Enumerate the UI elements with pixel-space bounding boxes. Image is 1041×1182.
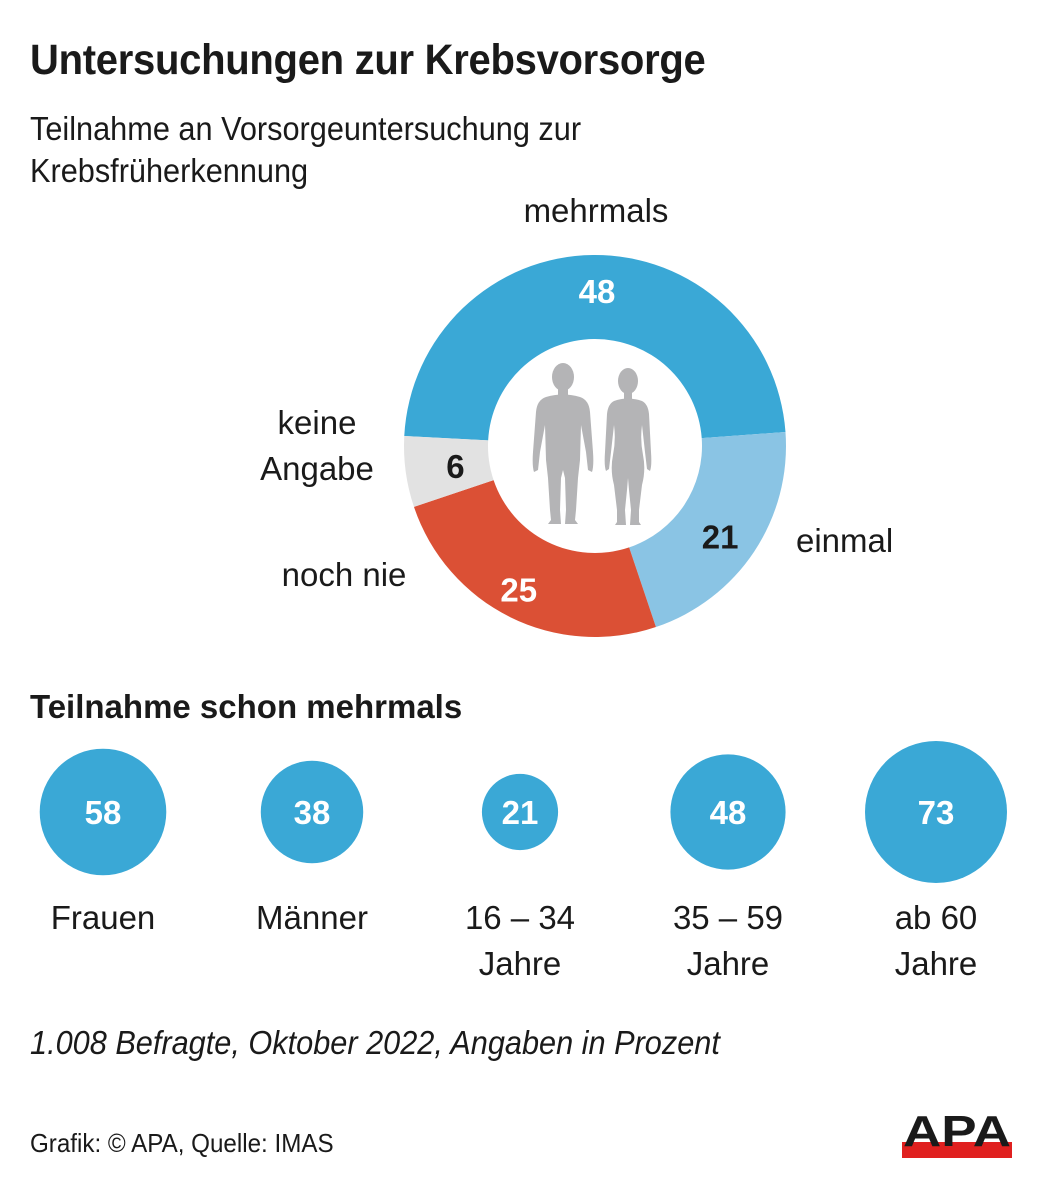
bubble-5 (865, 741, 1007, 883)
bubble-category-label: Männer (256, 899, 368, 936)
bubble-category-labels: Frauen Männer 16 – 34 Jahre 35 – 59 Jahre ab 6… (51, 899, 978, 982)
bubble-value-label: 58 (85, 794, 122, 831)
bubble-category-label: Jahre (479, 945, 562, 982)
donut-chart: 48 21 25 6 mehrmals einmal noch nie keine A… (260, 192, 893, 637)
source-credit: Grafik: © APA, Quelle: IMAS (30, 1128, 334, 1158)
donut-label-noch-nie: noch nie (282, 556, 407, 593)
donut-label-keine-angabe-line1: keine (278, 404, 357, 441)
apa-logo-bar (902, 1142, 1012, 1158)
donut-value-label: 25 (500, 571, 537, 608)
subtitle-line-1: Teilnahme an Vorsorgeuntersuchung zur (30, 110, 582, 147)
bubble-2 (260, 760, 364, 864)
subtitle-line-2: Krebsfrüherkennung (30, 152, 309, 189)
bubble-chart: 58 38 21 48 73 Frauen Männer 16 – 34 Jahre 35 – … (39, 741, 1007, 982)
bubble-marks: 58 38 21 48 73 (39, 741, 1007, 883)
bubble-category-label: ab 60 (895, 899, 978, 936)
bubble-category-label: Frauen (51, 899, 156, 936)
donut-segment-keine-angabe (404, 436, 494, 507)
donut-label-mehrmals: mehrmals (524, 192, 669, 229)
donut-segment-mehrmals (404, 255, 786, 441)
male-silhouette-icon (532, 363, 594, 524)
donut-value-label: 48 (579, 273, 616, 310)
male-female-silhouette-icon (532, 363, 652, 525)
donut-label-keine-angabe-line2: Angabe (260, 450, 374, 487)
footnote: 1.008 Befragte, Oktober 2022, Angaben in… (30, 1024, 720, 1061)
donut-value-labels: 48 21 25 6 (446, 273, 738, 608)
chart-subtitle: Teilnahme an Vorsorgeuntersuchung zur Kr… (30, 108, 581, 192)
apa-logo-text: APA (903, 1108, 1011, 1156)
bubble-category-label: 35 – 59 (673, 899, 783, 936)
female-silhouette-icon (604, 368, 652, 525)
bubble-value-label: 21 (502, 794, 539, 831)
donut-value-label: 21 (702, 518, 739, 555)
bubble-category-label: Jahre (895, 945, 978, 982)
donut-segment-noch-nie (413, 480, 656, 637)
apa-logo: APA (902, 1108, 1012, 1158)
bubble-value-label: 48 (710, 794, 747, 831)
bubble-value-label: 38 (294, 794, 331, 831)
chart-title: Untersuchungen zur Krebsvorsorge (30, 36, 706, 84)
bubble-section-title: Teilnahme schon mehrmals (30, 688, 463, 725)
donut-segments (404, 255, 786, 637)
donut-segment-einmal (629, 432, 786, 628)
donut-label-einmal: einmal (796, 522, 893, 559)
bubble-1 (39, 748, 167, 876)
bubble-category-label: Jahre (687, 945, 770, 982)
bubble-category-label: 16 – 34 (465, 899, 575, 936)
bubble-3 (481, 773, 559, 851)
bubble-4 (670, 754, 786, 870)
donut-value-label: 6 (446, 448, 464, 485)
bubble-value-label: 73 (918, 794, 955, 831)
